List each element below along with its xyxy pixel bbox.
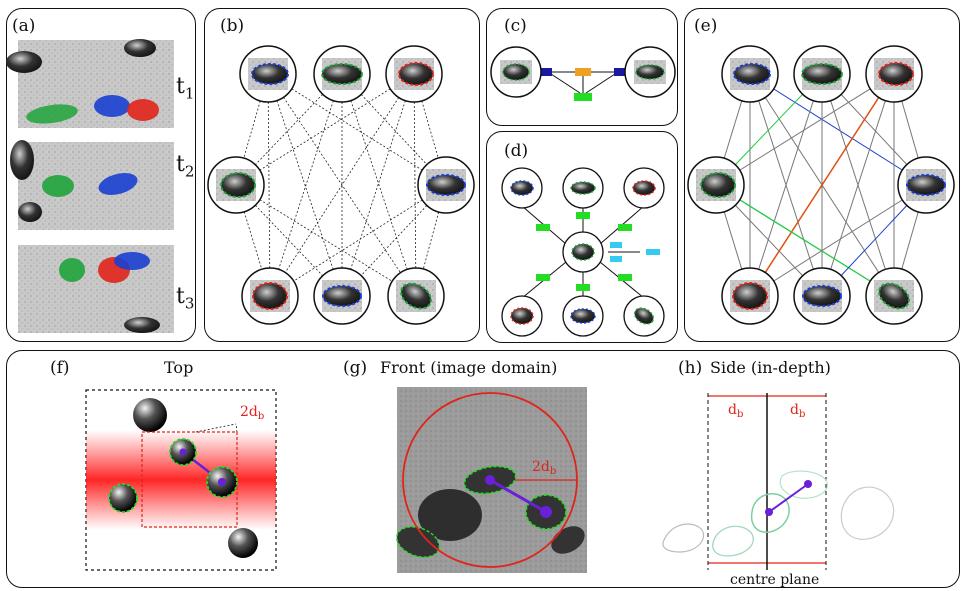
panel-a-frame-1 (6, 39, 174, 128)
h-left-depth-label: db (728, 402, 743, 420)
title-top: Top (164, 358, 194, 377)
panel-label-h: (h) (678, 358, 703, 378)
panel-e-nodes (687, 45, 955, 325)
time-label-3: t3 (176, 284, 195, 313)
panel-a-frame-2 (10, 140, 174, 230)
panel-f-top-view (85, 389, 277, 571)
panel-d-nodes (501, 167, 665, 337)
panel-a-frame-3 (18, 245, 174, 333)
panel-c-diagram (490, 46, 676, 101)
panel-label-a: (a) (12, 16, 36, 36)
time-label-1: t1 (176, 74, 195, 103)
panel-b-edges (235, 73, 447, 297)
panel-label-g: (g) (343, 358, 368, 378)
h-right-depth-label: db (790, 402, 805, 420)
f-dimension-label: 2db (240, 404, 264, 422)
panel-e-edges (715, 73, 927, 297)
panel-label-b: (b) (220, 16, 245, 36)
panel-b-nodes (207, 45, 475, 325)
g-dimension-label: 2db (532, 459, 556, 477)
panel-label-e: (e) (694, 16, 718, 36)
centre-plane-label: centre plane (730, 572, 819, 588)
title-side: Side (in-depth) (710, 358, 831, 377)
time-label-2: t2 (176, 152, 195, 181)
panel-label-f: (f) (50, 358, 70, 378)
panel-d-boxes (536, 212, 660, 291)
panel-label-c: (c) (504, 16, 527, 36)
panel-label-d: (d) (504, 141, 529, 161)
title-front: Front (image domain) (380, 358, 558, 377)
panel-g-front-view (396, 387, 587, 573)
panel-h-side-view (662, 393, 895, 570)
